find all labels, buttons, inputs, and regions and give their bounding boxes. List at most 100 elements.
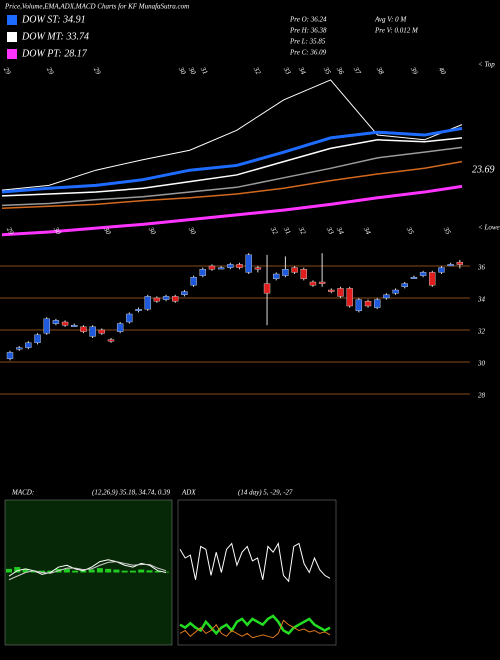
macd-histogram-bar (129, 570, 136, 573)
adx-params: (14 day) 5, -29, -27 (238, 489, 293, 497)
candle-body (80, 326, 87, 332)
macd-histogram-bar (105, 568, 112, 573)
candle-body (126, 313, 133, 323)
candle-body (208, 265, 216, 270)
date-label: 29 (92, 66, 103, 76)
candle-body (89, 326, 96, 337)
y-tick-label: 34 (477, 296, 486, 304)
ema-line (1, 146, 463, 207)
date-label: 33 (324, 225, 335, 236)
candle-body (190, 277, 197, 286)
candle-body (25, 342, 32, 348)
candle-body (438, 267, 445, 273)
pre-high: Pre H: 36.38 (289, 27, 327, 35)
candle-body (144, 296, 151, 310)
date-label: 35 (404, 225, 415, 236)
candle-body (300, 269, 307, 280)
candle-body (43, 318, 50, 334)
candle-body (217, 267, 225, 270)
y-tick-label: 28 (478, 392, 486, 400)
adx-line (179, 619, 331, 639)
macd-histogram-bar (121, 570, 128, 573)
ema-line (1, 137, 463, 197)
ema-line (1, 79, 463, 191)
candle-body (199, 269, 206, 276)
candle-body (447, 264, 454, 267)
macd-histogram-bar (6, 568, 12, 573)
date-label: 32 (251, 65, 262, 76)
date-label: 30 (146, 225, 157, 236)
macd-histogram-bar (22, 568, 29, 573)
candle-body (401, 283, 408, 288)
y-tick-label: 32 (477, 328, 486, 336)
candle-body (236, 264, 243, 268)
legend-swatch (7, 32, 17, 42)
date-label: 32 (268, 225, 279, 236)
pre-open: Pre O: 36.24 (289, 16, 327, 24)
lower-label: < Lower (478, 224, 500, 232)
date-label: 34 (334, 225, 345, 236)
candle-body (34, 334, 41, 343)
macd-title: MACD: (11, 489, 34, 497)
candle-body (116, 323, 124, 332)
candle-body (374, 299, 381, 308)
candle-body (410, 277, 418, 279)
avg-volume: Avg V: 0 M (374, 16, 407, 24)
macd-histogram-bar (154, 571, 161, 573)
y-tick-label: 30 (477, 360, 486, 368)
pre-volume: Pre V: 0.012 M (374, 27, 419, 35)
macd-histogram-bar (96, 568, 103, 573)
date-label: 38 (374, 65, 385, 76)
date-label: 29 (2, 66, 13, 76)
date-label: 34 (296, 65, 307, 76)
adx-line (179, 542, 331, 583)
adx-title: ADX (181, 489, 196, 497)
adx-line (179, 614, 331, 636)
candle-body (71, 325, 78, 327)
date-label: 29 (5, 226, 16, 236)
ema-line (1, 160, 463, 209)
legend-label: DOW ST: 34.91 (21, 14, 86, 25)
macd-histogram-bar (63, 568, 70, 573)
candle-body (15, 347, 23, 350)
macd-line (8, 561, 167, 581)
legend-swatch (7, 49, 17, 59)
candle-body (309, 281, 317, 286)
macd-histogram-bar (113, 569, 120, 573)
date-label: 40 (437, 66, 448, 76)
candle-body (245, 254, 252, 273)
macd-histogram-bar (80, 570, 87, 573)
candle-body (273, 273, 280, 279)
date-label: 36 (334, 65, 345, 76)
candle-body (282, 269, 289, 276)
date-label: 31 (198, 65, 209, 76)
candle-body (383, 294, 390, 299)
date-label: 30 (101, 225, 112, 236)
date-label: 33 (281, 65, 292, 76)
candle-body (135, 309, 142, 312)
legend-swatch (7, 15, 17, 25)
macd-histogram-bar (88, 569, 95, 573)
candle-body (107, 339, 115, 342)
macd-histogram-bar (146, 570, 153, 573)
candle-body (162, 296, 170, 300)
candle-body (6, 352, 14, 359)
pre-low: Pre L: 35.85 (289, 38, 326, 46)
y-tick-label: 36 (477, 264, 486, 272)
macd-params: (12,26,9) 35.18, 34.74, 0.39 (92, 489, 171, 497)
date-label: 30 (186, 225, 197, 236)
date-label: 34 (361, 225, 372, 236)
macd-histogram-bar (47, 570, 54, 573)
date-label: 32 (296, 225, 307, 236)
date-label: 35 (321, 65, 332, 76)
date-label: 30 (186, 65, 197, 76)
candle-body (52, 320, 60, 324)
candle-body (392, 289, 399, 294)
candle-body (181, 291, 188, 296)
candle-body (328, 289, 335, 292)
candle-body (318, 281, 326, 284)
macd-histogram-bar (14, 567, 21, 573)
macd-histogram-bar (30, 570, 37, 573)
candle-body (429, 272, 436, 286)
candle-body (291, 267, 298, 273)
